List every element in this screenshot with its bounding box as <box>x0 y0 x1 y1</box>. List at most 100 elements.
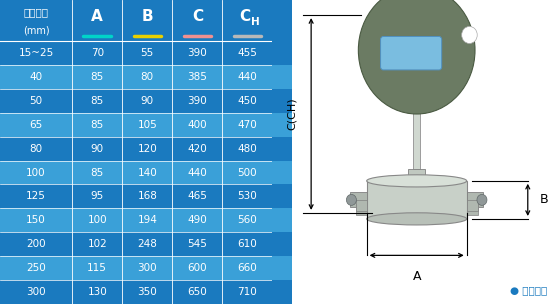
Text: 90: 90 <box>91 143 104 154</box>
Text: A: A <box>91 9 103 24</box>
Bar <box>272 113 292 137</box>
Text: 390: 390 <box>188 48 207 58</box>
Text: 440: 440 <box>238 72 257 82</box>
Bar <box>272 208 292 232</box>
Text: 480: 480 <box>238 143 257 154</box>
Bar <box>413 111 420 169</box>
Bar <box>272 137 292 161</box>
Text: 545: 545 <box>188 239 207 249</box>
Bar <box>0 0 272 41</box>
Text: 100: 100 <box>26 168 46 178</box>
Circle shape <box>461 26 477 43</box>
Text: 194: 194 <box>138 215 157 225</box>
Text: 85: 85 <box>91 120 104 130</box>
Bar <box>0 256 272 280</box>
Bar <box>367 181 466 219</box>
Text: 15~25: 15~25 <box>19 48 54 58</box>
Bar <box>466 204 478 215</box>
Text: B: B <box>141 9 153 24</box>
Bar <box>272 280 292 304</box>
Text: C: C <box>240 9 251 24</box>
Circle shape <box>359 0 475 114</box>
Bar <box>355 200 367 211</box>
Bar <box>272 65 292 89</box>
Bar <box>0 65 272 89</box>
Text: 125: 125 <box>26 192 46 202</box>
Bar <box>350 192 367 208</box>
Text: 102: 102 <box>87 239 107 249</box>
Bar <box>0 137 272 161</box>
Text: 465: 465 <box>188 192 207 202</box>
Text: 150: 150 <box>26 215 46 225</box>
Text: 500: 500 <box>238 168 257 178</box>
Text: 650: 650 <box>188 287 207 297</box>
Text: 610: 610 <box>238 239 257 249</box>
Text: A: A <box>412 270 421 283</box>
Bar <box>272 232 292 256</box>
Bar <box>0 208 272 232</box>
Text: 350: 350 <box>138 287 157 297</box>
Text: 100: 100 <box>87 215 107 225</box>
Bar <box>272 89 292 113</box>
Text: 168: 168 <box>138 192 157 202</box>
Text: (mm): (mm) <box>23 25 50 35</box>
Text: 420: 420 <box>188 143 207 154</box>
Text: 90: 90 <box>141 96 154 106</box>
Text: 450: 450 <box>238 96 257 106</box>
Bar <box>272 185 292 208</box>
Text: 455: 455 <box>238 48 257 58</box>
Circle shape <box>477 195 487 206</box>
Bar <box>0 232 272 256</box>
Text: 120: 120 <box>138 143 157 154</box>
Bar <box>272 161 292 185</box>
Text: 40: 40 <box>30 72 43 82</box>
Bar <box>0 280 272 304</box>
Text: 490: 490 <box>188 215 207 225</box>
Bar <box>0 185 272 208</box>
Text: 50: 50 <box>30 96 43 106</box>
Bar <box>466 200 478 211</box>
Text: 710: 710 <box>238 287 257 297</box>
Text: 400: 400 <box>188 120 207 130</box>
Text: 85: 85 <box>91 72 104 82</box>
Text: 470: 470 <box>238 120 257 130</box>
Text: 70: 70 <box>91 48 104 58</box>
Text: 80: 80 <box>141 72 154 82</box>
Text: 仪表口径: 仪表口径 <box>24 7 48 17</box>
Text: 300: 300 <box>138 263 157 273</box>
Text: B: B <box>540 193 549 206</box>
Text: 85: 85 <box>91 96 104 106</box>
Text: 390: 390 <box>188 96 207 106</box>
Text: 85: 85 <box>91 168 104 178</box>
Bar <box>0 41 272 65</box>
Circle shape <box>346 195 356 206</box>
Text: ● 常规仪表: ● 常规仪表 <box>510 285 547 295</box>
Text: 55: 55 <box>141 48 154 58</box>
Text: 80: 80 <box>30 143 43 154</box>
Text: 65: 65 <box>30 120 43 130</box>
Ellipse shape <box>367 213 466 225</box>
Text: C(CH): C(CH) <box>287 98 296 130</box>
Text: 600: 600 <box>188 263 207 273</box>
FancyBboxPatch shape <box>381 36 442 70</box>
Text: 300: 300 <box>26 287 46 297</box>
Text: C: C <box>192 9 203 24</box>
Bar <box>0 161 272 185</box>
Text: 200: 200 <box>26 239 46 249</box>
Bar <box>466 192 483 208</box>
Text: 140: 140 <box>138 168 157 178</box>
Text: 115: 115 <box>87 263 107 273</box>
Text: 660: 660 <box>238 263 257 273</box>
Text: 105: 105 <box>138 120 157 130</box>
Bar <box>408 169 425 181</box>
Bar <box>0 113 272 137</box>
Bar <box>272 256 292 280</box>
Text: 248: 248 <box>138 239 157 249</box>
Text: 130: 130 <box>87 287 107 297</box>
Bar <box>0 89 272 113</box>
Ellipse shape <box>367 175 466 187</box>
Text: 440: 440 <box>188 168 207 178</box>
Bar <box>272 0 292 41</box>
Text: 560: 560 <box>238 215 257 225</box>
Text: H: H <box>251 17 260 27</box>
